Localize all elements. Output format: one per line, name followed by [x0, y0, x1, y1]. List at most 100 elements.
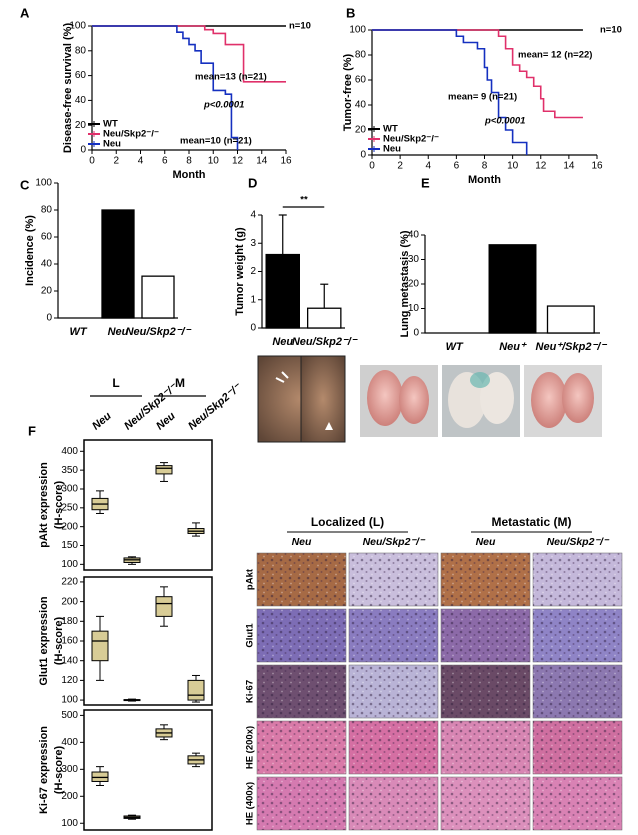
- y-tick-label: 3: [250, 238, 256, 249]
- y-tick-label: 60: [41, 232, 53, 243]
- y-tick-label: 60: [355, 75, 367, 86]
- y-tick-label: 2: [250, 266, 256, 277]
- histology-texture: [257, 609, 346, 662]
- x-tick-label: 14: [563, 161, 575, 172]
- y-axis-label: (H-score): [53, 617, 65, 666]
- y-tick-label: 400: [61, 446, 78, 457]
- axes: [57, 183, 178, 319]
- histology-texture: [441, 665, 530, 718]
- x-tick-label: Neu⁺: [499, 341, 527, 353]
- y-axis-label: Ki-67 expression: [38, 726, 50, 814]
- y-axis-label: Incidence (%): [24, 215, 36, 286]
- legend-label: WT: [383, 124, 398, 135]
- bar: [488, 244, 537, 334]
- y-tick-label: 10: [408, 303, 420, 314]
- histology-texture: [533, 777, 622, 830]
- axes: [424, 235, 600, 334]
- annotation: n=10: [600, 25, 622, 36]
- annotation: mean= 9 (n=21): [448, 92, 517, 103]
- y-tick-label: 100: [35, 178, 52, 189]
- y-axis-label: (H-score): [53, 481, 65, 530]
- annotation: mean= 12 (n=22): [518, 50, 592, 61]
- y-tick-label: 40: [41, 259, 53, 270]
- y-tick-label: 20: [41, 286, 53, 297]
- x-tick-label: 2: [397, 161, 403, 172]
- plot-frame: [83, 576, 213, 706]
- panel-letter: A: [20, 5, 30, 20]
- x-tick-label: 12: [232, 156, 244, 167]
- lung-photos: [360, 365, 602, 437]
- y-tick-label: 300: [61, 484, 78, 495]
- column-label: Neu: [292, 536, 312, 548]
- y-tick-label: 0: [46, 313, 52, 324]
- x-tick-label: 8: [482, 161, 488, 172]
- y-tick-label: 200: [61, 521, 78, 532]
- y-tick-label: 220: [61, 577, 78, 588]
- panel-letter: B: [346, 5, 355, 20]
- x-tick-label: Neu/Skp2⁻/⁻: [292, 336, 358, 348]
- group-header: Localized (L): [311, 515, 384, 529]
- x-tick-label: 2: [113, 156, 119, 167]
- y-tick-label: 500: [61, 710, 78, 721]
- x-tick-label: Neu⁺/Skp2⁻/⁻: [536, 341, 608, 353]
- y-axis-label: pAkt expression: [38, 462, 50, 548]
- y-tick-label: 150: [61, 540, 78, 551]
- mouse-photos: [257, 355, 346, 443]
- histology-texture: [349, 777, 438, 830]
- histology-texture: [257, 553, 346, 606]
- x-tick-label: 4: [138, 156, 144, 167]
- category-label: Neu/Skp2⁻/⁻: [186, 381, 244, 433]
- annotation: n=10: [289, 21, 311, 32]
- category-label: Neu: [90, 410, 114, 433]
- legend-label: Neu: [383, 144, 401, 155]
- histology-texture: [441, 609, 530, 662]
- plot-frame: [83, 439, 213, 571]
- column-label: Neu/Skp2⁻/⁻: [547, 536, 610, 548]
- y-tick-label: 100: [61, 818, 78, 829]
- y-tick-label: 120: [61, 675, 78, 686]
- y-axis-label: Disease-free survival (%): [62, 23, 74, 154]
- legend-label: WT: [103, 119, 118, 130]
- y-tick-label: 300: [61, 764, 78, 775]
- y-tick-label: 400: [61, 737, 78, 748]
- survival-line: [372, 29, 528, 155]
- category-label: Neu/Skp2⁻/⁻: [122, 381, 180, 433]
- x-tick-label: 14: [256, 156, 268, 167]
- histology-texture: [441, 777, 530, 830]
- y-tick-label: 20: [75, 120, 87, 131]
- y-tick-label: 80: [75, 45, 87, 56]
- box: [155, 465, 173, 475]
- y-tick-label: 60: [75, 70, 87, 81]
- x-tick-label: 4: [425, 161, 431, 172]
- survival-line: [372, 29, 583, 119]
- x-tick-label: Neu: [272, 336, 293, 348]
- y-tick-label: 160: [61, 636, 78, 647]
- histology-texture: [257, 721, 346, 774]
- panel-letter: F: [28, 423, 36, 438]
- y-tick-label: 20: [355, 125, 367, 136]
- y-tick-label: 100: [61, 559, 78, 570]
- histology-texture: [533, 609, 622, 662]
- x-tick-label: 12: [535, 161, 547, 172]
- histology-texture: [349, 609, 438, 662]
- y-tick-label: 250: [61, 502, 78, 513]
- x-tick-label: WT: [446, 341, 464, 353]
- y-tick-label: 100: [69, 21, 86, 32]
- x-axis-label: Month: [173, 169, 206, 181]
- y-tick-label: 80: [41, 205, 53, 216]
- y-tick-label: 0: [80, 145, 86, 156]
- group-header: Metastatic (M): [491, 515, 571, 529]
- box: [91, 630, 109, 662]
- histology-texture: [349, 721, 438, 774]
- panel-letter: E: [421, 175, 430, 190]
- y-tick-label: 4: [250, 210, 256, 221]
- x-tick-label: 10: [507, 161, 519, 172]
- y-tick-label: 40: [408, 230, 420, 241]
- y-tick-label: 80: [355, 50, 367, 61]
- x-tick-label: WT: [69, 326, 87, 338]
- histology-texture: [257, 665, 346, 718]
- y-axis-label: Lung metastasis (%): [399, 230, 411, 337]
- x-tick-label: 6: [162, 156, 168, 167]
- y-tick-label: 100: [349, 25, 366, 36]
